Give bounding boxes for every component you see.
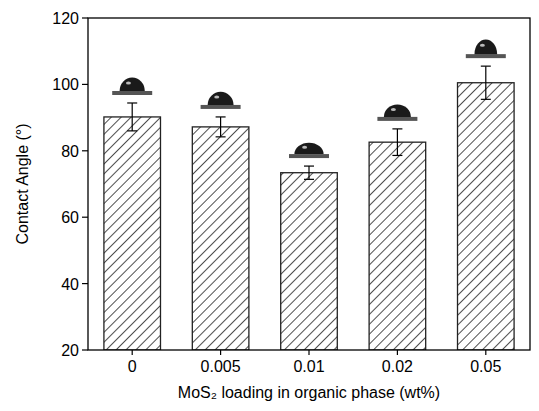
x-tick-label: 0.01	[293, 358, 324, 375]
droplet	[208, 92, 234, 105]
error-cap	[392, 128, 402, 129]
y-tick-label: 60	[61, 209, 79, 226]
droplet-image	[377, 104, 417, 121]
y-tick	[82, 217, 88, 218]
y-tick	[82, 84, 88, 85]
droplet	[120, 78, 145, 91]
error-cap	[216, 116, 226, 117]
bar	[458, 83, 515, 350]
droplet-image	[112, 78, 152, 95]
bar	[281, 173, 338, 350]
error-stem	[132, 103, 133, 131]
x-tick-label: 0.05	[470, 358, 501, 375]
x-tick	[220, 350, 221, 355]
droplet-shine	[480, 44, 485, 47]
error-cap	[304, 179, 314, 180]
error-bar	[392, 129, 402, 156]
bar	[192, 127, 249, 350]
y-tick	[82, 349, 88, 350]
y-tick	[82, 17, 88, 18]
y-tick-label: 120	[52, 10, 79, 27]
x-axis-title: MoS₂ loading in organic phase (wt%)	[178, 384, 440, 401]
droplet-substrate	[466, 54, 506, 58]
y-axis-title: Contact Angle (°)	[14, 123, 31, 244]
error-bar	[127, 103, 137, 131]
error-cap	[127, 130, 137, 131]
error-stem	[220, 117, 221, 137]
error-stem	[485, 66, 486, 99]
bars	[104, 66, 514, 350]
error-bar	[304, 166, 314, 179]
droplet	[474, 39, 497, 54]
error-cap	[216, 136, 226, 137]
error-bar	[481, 66, 491, 99]
y-tick	[82, 283, 88, 284]
x-tick-label: 0.005	[201, 358, 241, 375]
error-cap	[304, 165, 314, 166]
droplet	[294, 143, 323, 154]
droplet	[384, 104, 411, 117]
chart: 20 40 60 80 100 120 0 0.005 0.01 0.02 0.05 MoS₂ loa…	[0, 0, 539, 411]
droplet-substrate	[289, 154, 329, 158]
error-stem	[308, 166, 309, 179]
x-tick	[485, 350, 486, 355]
y-tick-label: 20	[61, 342, 79, 359]
droplet-shine	[126, 81, 131, 84]
droplet-substrate	[377, 117, 417, 121]
y-tick-label: 100	[52, 76, 79, 93]
error-cap	[127, 102, 137, 103]
droplet-shine	[302, 146, 307, 149]
x-tick	[132, 350, 133, 355]
x-tick	[308, 350, 309, 355]
x-tick-label: 0	[128, 358, 137, 375]
droplet-shine	[214, 96, 219, 99]
error-cap	[481, 66, 491, 67]
error-bar	[216, 117, 226, 137]
error-cap	[481, 99, 491, 100]
bar	[104, 117, 161, 350]
droplet-shine	[391, 108, 396, 111]
page: {"chart_data": {"type": "bar", "x_label"…	[0, 0, 539, 411]
y-tick-label: 40	[61, 276, 79, 293]
x-tick	[397, 350, 398, 355]
droplet-image	[466, 39, 506, 58]
bar	[369, 142, 426, 350]
y-tick	[82, 150, 88, 151]
x-tick-label: 0.02	[382, 358, 413, 375]
plot-frame	[88, 18, 530, 350]
error-cap	[392, 155, 402, 156]
droplet-substrate	[201, 105, 241, 109]
droplet-substrate	[112, 91, 152, 95]
droplet-image	[201, 92, 241, 109]
error-stem	[397, 129, 398, 156]
droplet-image	[289, 143, 329, 158]
y-tick-label: 80	[61, 143, 79, 160]
